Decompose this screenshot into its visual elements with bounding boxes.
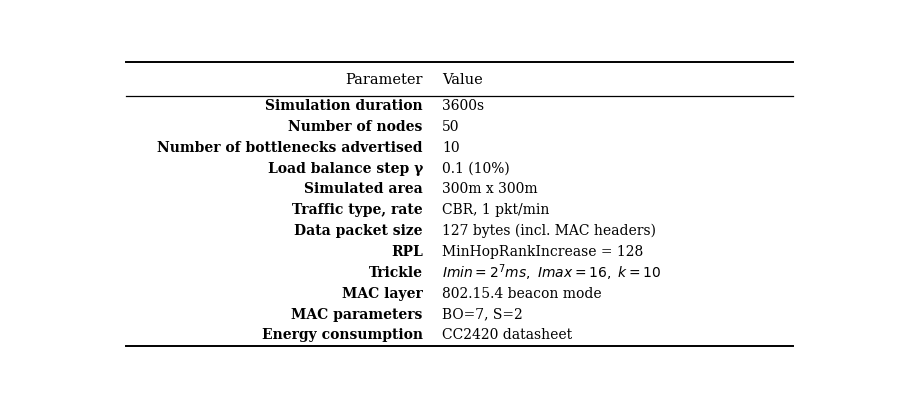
Text: Energy consumption: Energy consumption [262, 328, 422, 342]
Text: RPL: RPL [391, 245, 422, 259]
Text: Simulated area: Simulated area [304, 182, 422, 196]
Text: 0.1 (10%): 0.1 (10%) [442, 162, 510, 176]
Text: Parameter: Parameter [345, 73, 422, 87]
Text: MAC layer: MAC layer [342, 287, 422, 301]
Text: Number of bottlenecks advertised: Number of bottlenecks advertised [157, 141, 422, 155]
Text: 802.15.4 beacon mode: 802.15.4 beacon mode [442, 287, 602, 301]
Text: MinHopRankIncrease = 128: MinHopRankIncrease = 128 [442, 245, 643, 259]
Text: MAC parameters: MAC parameters [292, 308, 422, 322]
Text: Load balance step γ: Load balance step γ [267, 162, 422, 176]
Text: 50: 50 [442, 120, 460, 134]
Text: 10: 10 [442, 141, 460, 155]
Text: CBR, 1 pkt/min: CBR, 1 pkt/min [442, 203, 550, 217]
Text: Data packet size: Data packet size [294, 224, 422, 238]
Text: $\mathit{Imin} = 2^{7}\mathit{ms},\ \mathit{Imax} = 16,\ \mathit{k} = 10$: $\mathit{Imin} = 2^{7}\mathit{ms},\ \mat… [442, 263, 662, 283]
Text: 127 bytes (incl. MAC headers): 127 bytes (incl. MAC headers) [442, 224, 657, 238]
Text: 3600s: 3600s [442, 99, 484, 113]
Text: Simulation duration: Simulation duration [266, 99, 422, 113]
Text: Trickle: Trickle [369, 266, 422, 280]
Text: BO=7, S=2: BO=7, S=2 [442, 308, 523, 322]
Text: 300m x 300m: 300m x 300m [442, 182, 538, 196]
Text: Value: Value [442, 73, 483, 87]
Text: Traffic type, rate: Traffic type, rate [292, 203, 422, 217]
Text: CC2420 datasheet: CC2420 datasheet [442, 328, 572, 342]
Text: Number of nodes: Number of nodes [289, 120, 422, 134]
